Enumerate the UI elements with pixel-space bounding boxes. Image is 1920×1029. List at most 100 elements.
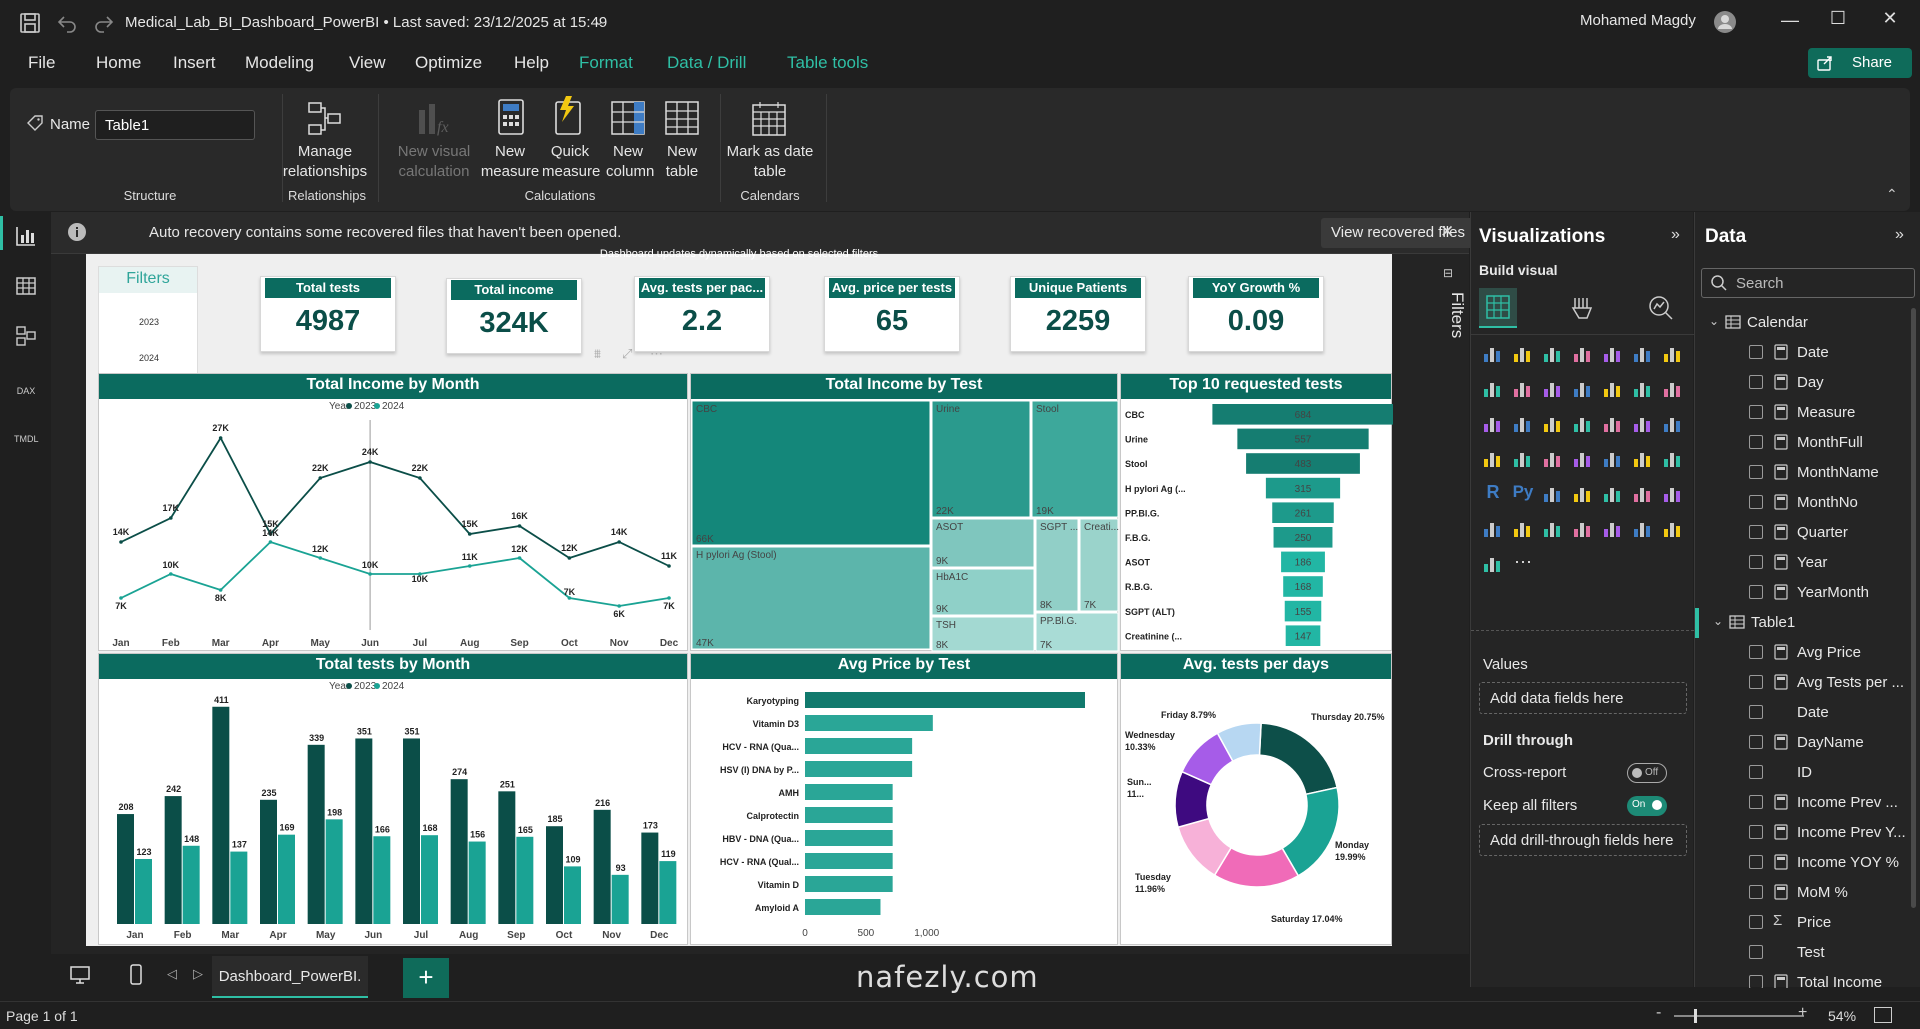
new-visual-calculation-button[interactable]: New visual calculation: [397, 143, 471, 180]
field-item[interactable]: Income Prev ...: [1695, 788, 1920, 818]
tab-help[interactable]: Help: [514, 53, 549, 72]
gauge-icon[interactable]: [1511, 447, 1535, 471]
data-pane-scrollbar[interactable]: [1911, 308, 1916, 908]
field-checkbox[interactable]: [1749, 975, 1763, 988]
field-checkbox[interactable]: [1749, 705, 1763, 719]
mobile-layout-icon[interactable]: [129, 964, 143, 986]
field-item[interactable]: DayName: [1695, 728, 1920, 758]
field-item[interactable]: MonthFull: [1695, 428, 1920, 458]
table-view-icon[interactable]: [14, 274, 38, 298]
redo-icon[interactable]: [92, 11, 116, 35]
line-chart-income-by-month[interactable]: Total Income by Month Year 2023 2024 14K 17K…: [98, 373, 688, 651]
tab-table-tools[interactable]: Table tools: [787, 53, 869, 72]
page-tab-dashboard[interactable]: Dashboard_PowerBI.: [212, 956, 368, 998]
table-node-calendar[interactable]: ⌄ Calendar: [1695, 308, 1920, 338]
previous-page-icon[interactable]: ◁: [167, 966, 177, 981]
fit-to-page-icon[interactable]: [1874, 1007, 1892, 1023]
stacked-area-icon[interactable]: [1511, 377, 1535, 401]
clustered-column-icon[interactable]: [1571, 342, 1595, 366]
image-icon[interactable]: [1601, 517, 1625, 541]
field-checkbox[interactable]: [1749, 405, 1763, 419]
collapse-ribbon-icon[interactable]: ⌃: [1886, 186, 1898, 202]
new-column-button[interactable]: New column: [606, 143, 655, 180]
area-chart-icon[interactable]: [1481, 377, 1505, 401]
field-checkbox[interactable]: [1749, 855, 1763, 869]
field-item[interactable]: Date: [1695, 698, 1920, 728]
add-data-fields-well[interactable]: Add data fields here: [1479, 682, 1687, 714]
manage-relationships-button[interactable]: Manage relationships: [282, 143, 368, 180]
field-checkbox[interactable]: [1749, 945, 1763, 959]
field-item[interactable]: Date: [1695, 338, 1920, 368]
field-item[interactable]: Day: [1695, 368, 1920, 398]
new-measure-button[interactable]: New measure: [480, 143, 540, 180]
collapse-data-pane-icon[interactable]: »: [1895, 226, 1904, 243]
ribbon-area-icon[interactable]: [1541, 377, 1565, 401]
field-item[interactable]: Avg Tests per ...: [1695, 668, 1920, 698]
quick-measure-button[interactable]: Quick measure: [542, 143, 601, 180]
filter-icon[interactable]: ⩩: [594, 346, 601, 361]
field-checkbox[interactable]: [1749, 585, 1763, 599]
key-influencers-icon[interactable]: [1541, 482, 1565, 506]
tab-format[interactable]: Format: [579, 53, 633, 72]
slicer-item-2024[interactable]: 2024: [139, 353, 160, 363]
close-banner-icon[interactable]: ✕: [1440, 222, 1455, 241]
maximize-button[interactable]: ☐: [1829, 8, 1847, 28]
field-item[interactable]: YearMonth: [1695, 578, 1920, 608]
tab-view[interactable]: View: [349, 53, 386, 72]
kpi-card-avg-tests[interactable]: Avg. tests per pac... 2.2: [634, 276, 770, 352]
new-table-button[interactable]: New table: [665, 143, 699, 180]
field-item[interactable]: MoM %: [1695, 878, 1920, 908]
slicer-item-2023[interactable]: 2023: [139, 317, 160, 327]
close-button[interactable]: ✕: [1882, 8, 1898, 28]
field-checkbox[interactable]: [1749, 795, 1763, 809]
button-icon[interactable]: [1661, 517, 1685, 541]
table-name-input[interactable]: Table1: [95, 110, 255, 140]
tab-optimize[interactable]: Optimize: [415, 53, 483, 72]
tab-modeling[interactable]: Modeling: [245, 53, 314, 72]
format-visual-icon[interactable]: [1569, 294, 1597, 322]
filters-pane-collapsed[interactable]: ⊟ Filters: [1429, 254, 1469, 946]
100-bar-icon[interactable]: [1601, 342, 1625, 366]
kpi-icon[interactable]: [1571, 447, 1595, 471]
collapse-pane-icon[interactable]: »: [1671, 226, 1680, 243]
tmdl-view-icon[interactable]: TMDL: [14, 434, 39, 444]
kpi-card-total-income[interactable]: Total income 324K: [446, 278, 582, 354]
field-checkbox[interactable]: [1749, 885, 1763, 899]
line-chart-icon[interactable]: [1661, 342, 1685, 366]
field-item[interactable]: MonthName: [1695, 458, 1920, 488]
tab-insert[interactable]: Insert: [173, 53, 216, 72]
field-checkbox[interactable]: [1749, 465, 1763, 479]
donut-tests-per-day[interactable]: Avg. tests per days Thursday 20.75% Monda…: [1120, 653, 1392, 945]
kpi-card-yoy-growth[interactable]: YoY Growth % 0.09: [1188, 276, 1324, 352]
more-options-icon[interactable]: ⋯: [650, 346, 663, 361]
desktop-layout-icon[interactable]: [69, 964, 91, 986]
tab-home[interactable]: Home: [96, 53, 142, 72]
chevron-down-icon[interactable]: ⌄: [594, 14, 605, 28]
donut-icon[interactable]: [1571, 412, 1595, 436]
metrics-icon[interactable]: [1481, 517, 1505, 541]
text-icon[interactable]: [1631, 517, 1655, 541]
decomposition-tree-icon[interactable]: [1571, 482, 1595, 506]
field-item[interactable]: Avg Price: [1695, 638, 1920, 668]
funnel-icon[interactable]: [1481, 412, 1505, 436]
keep-all-filters-toggle[interactable]: On: [1627, 796, 1667, 816]
tab-file[interactable]: File: [28, 53, 56, 72]
r-visual-icon[interactable]: R: [1481, 482, 1505, 506]
waterfall-icon[interactable]: [1661, 377, 1685, 401]
field-item[interactable]: Measure: [1695, 398, 1920, 428]
column-chart-tests-by-month[interactable]: Total tests by Month Year 2023 2024 208 123 J…: [98, 653, 688, 945]
add-drill-through-fields-well[interactable]: Add drill-through fields here: [1479, 824, 1687, 856]
field-checkbox[interactable]: [1749, 825, 1763, 839]
field-checkbox[interactable]: [1749, 675, 1763, 689]
filters-expand-icon[interactable]: ⊟: [1443, 266, 1454, 280]
field-checkbox[interactable]: [1749, 495, 1763, 509]
slicer-icon[interactable]: [1601, 447, 1625, 471]
year-slicer[interactable]: Filters 2023 2024: [98, 266, 198, 376]
field-checkbox[interactable]: [1749, 765, 1763, 779]
chevron-down-icon[interactable]: ⌄: [1713, 614, 1724, 628]
mark-as-date-table-button[interactable]: Mark as date table: [726, 143, 814, 180]
qa-icon[interactable]: [1601, 482, 1625, 506]
chevron-down-icon[interactable]: ⌄: [1709, 314, 1720, 328]
avatar[interactable]: [1713, 10, 1737, 34]
field-item[interactable]: Income Prev Y...: [1695, 818, 1920, 848]
